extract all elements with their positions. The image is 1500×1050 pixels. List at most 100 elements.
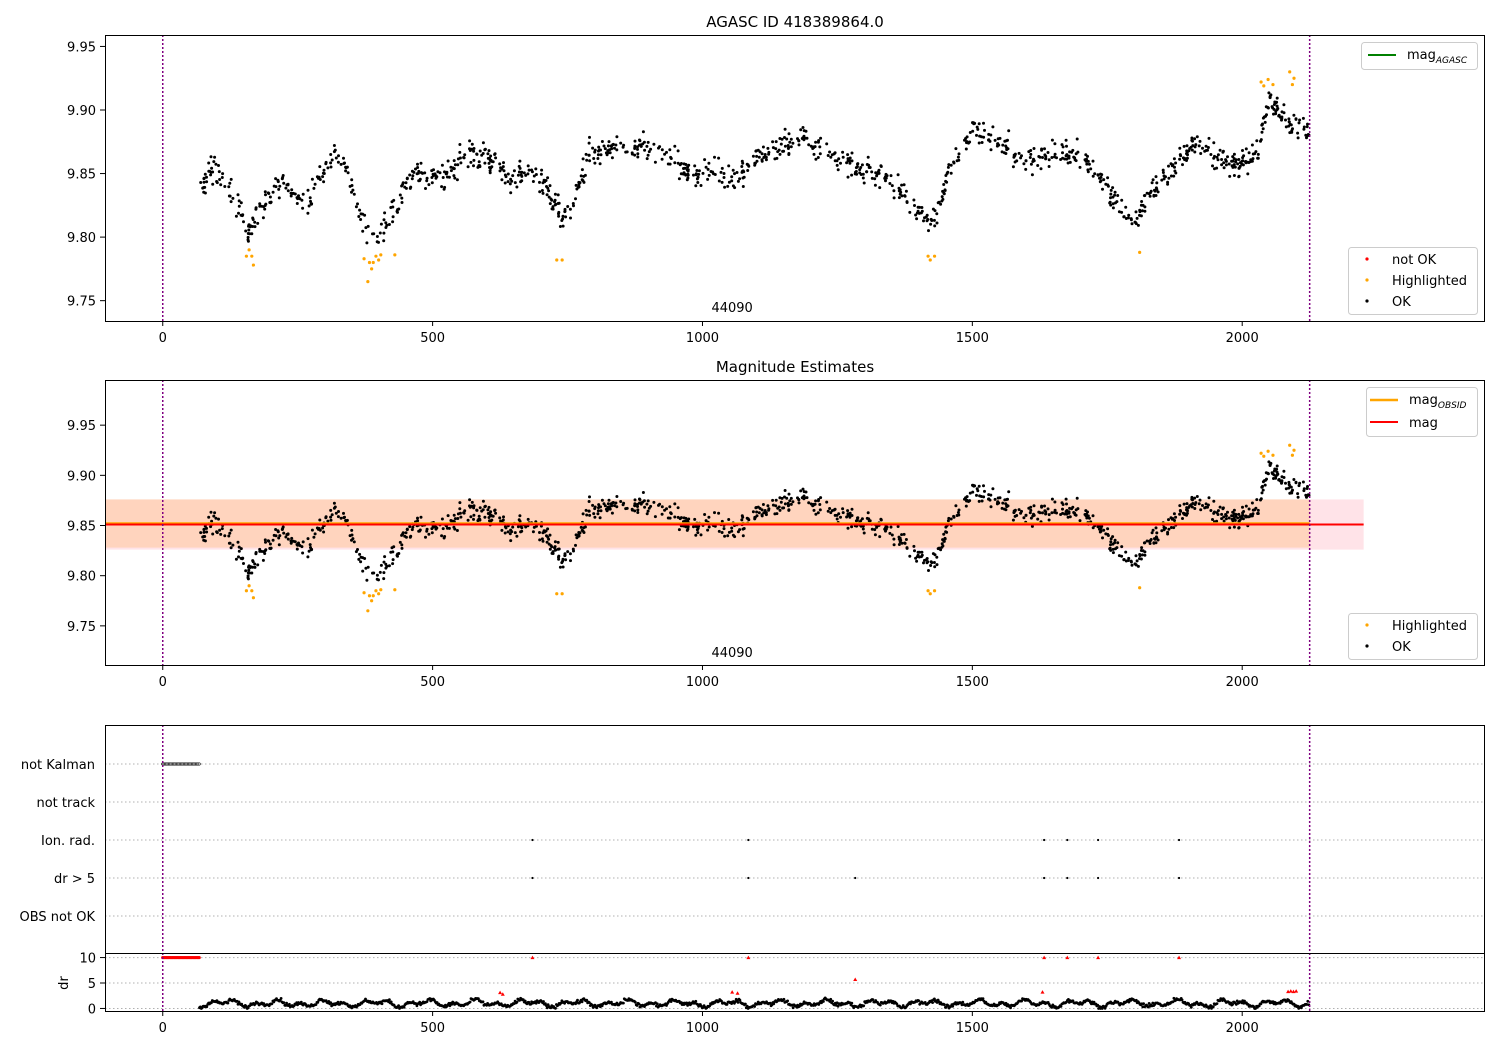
ok-point [468,147,471,151]
ok-point [1000,150,1004,154]
ok-point [942,532,946,536]
ok-point [1043,147,1046,151]
ok-point [361,569,365,573]
ok-point [301,192,305,196]
ok-point [297,194,300,198]
ok-point [470,500,474,504]
ok-point [223,534,227,538]
ok-point [1143,194,1147,197]
ok-point [726,184,730,188]
ok-point [346,171,350,175]
ok-point [740,165,744,168]
ok-point [411,174,415,178]
ok-point [1261,480,1265,484]
x-tick-label: 1000 [686,675,719,690]
flag-row-label: Ion. rad. [41,834,95,849]
ok-point [753,161,757,165]
ok-point [710,170,714,174]
highlighted-point [1288,443,1292,447]
ok-point [481,152,485,155]
ok-point [755,510,759,514]
ok-point [534,167,538,171]
ok-point [1215,155,1219,159]
ok-point [649,147,653,151]
dr-point [786,999,789,1003]
ok-point [1204,144,1208,148]
ok-point [269,201,273,205]
ok-point [472,149,476,153]
ok-point [1032,512,1035,516]
ok-point [638,497,641,501]
ok-point [646,509,650,513]
ok-point [1104,182,1108,186]
x-tick-label: 1500 [956,1021,989,1036]
ok-point [723,534,727,538]
ok-point [1127,213,1131,217]
ok-point [408,525,412,529]
ok-point [1185,152,1188,156]
obsid-label: 44090 [711,646,752,661]
highlighted-point [374,254,378,258]
ok-point [1232,508,1236,512]
dr-point [580,1000,584,1004]
ok-point [441,527,445,531]
ok-point [509,528,513,532]
ok-point [932,218,936,222]
dr-flagged-point [746,955,751,960]
ok-point [1275,104,1279,108]
ok-point [212,160,216,164]
highlighted-point [247,248,251,252]
ok-point [867,166,871,169]
ok-point [848,511,852,515]
ok-point [527,168,531,172]
dr-point [981,997,985,1001]
ok-point [1246,172,1250,176]
ok-point [403,534,407,538]
ok-point [912,198,916,202]
x-tick-label: 500 [420,675,445,690]
ok-point [1167,164,1170,168]
ok-point [1122,558,1126,562]
ok-point [668,505,672,509]
ok-point [944,174,948,177]
ok-point [1160,529,1164,533]
ok-point [1102,528,1106,532]
ok-point [490,518,494,522]
ok-point [1130,563,1134,567]
ok-point [384,221,388,225]
ok-point [1194,143,1198,147]
ok-point [679,162,683,165]
ok-point [1098,530,1102,534]
highlighted-point [928,592,932,596]
ok-point [572,204,575,208]
ok-point [1280,480,1284,484]
ok-point [494,511,498,515]
ok-point [805,136,809,140]
ok-point [452,174,456,178]
ok-point [686,176,690,180]
ok-point [350,528,354,532]
ok-point [503,181,507,185]
ok-point [1013,514,1017,518]
ok-point [352,192,356,196]
ok-point [642,499,646,503]
ok-point [1179,509,1183,513]
dr-point [753,1005,756,1008]
ok-point [453,163,457,167]
ok-point [434,527,438,531]
dr-point [1231,1003,1234,1006]
ok-point [540,189,544,192]
dr-flagged-point [1288,989,1293,993]
ok-point [1247,151,1251,155]
ok-point [967,500,970,503]
ok-point [508,182,512,186]
ok-point [797,139,801,143]
ok-point [642,140,646,144]
ok-point [308,196,312,200]
ok-point [836,168,840,172]
dr-flagged-point [530,955,535,960]
ok-point [1111,202,1115,206]
ok-point [329,153,333,156]
ok-point [227,534,231,538]
ok-point [400,546,404,550]
